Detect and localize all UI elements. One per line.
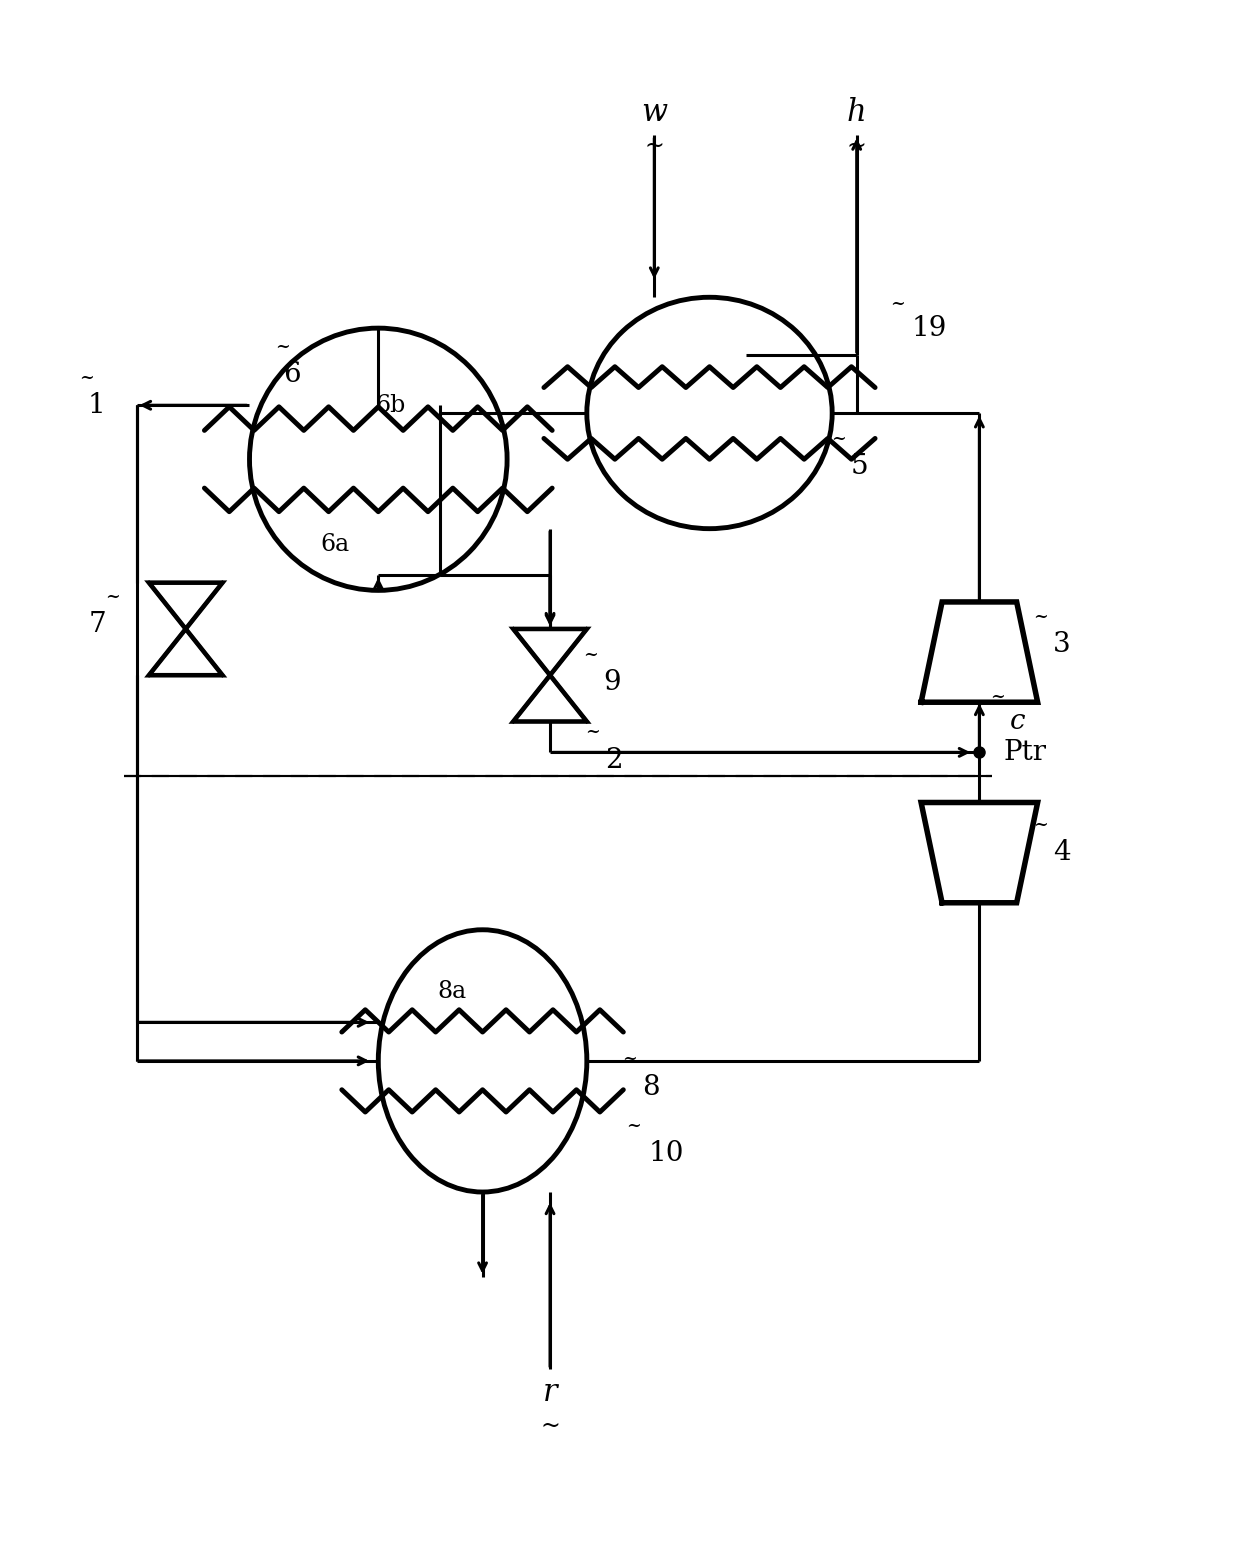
- Text: ~: ~: [1034, 816, 1049, 834]
- Text: 7: 7: [88, 611, 106, 637]
- Text: 3: 3: [1053, 631, 1071, 658]
- Text: ~: ~: [889, 295, 904, 312]
- Text: ~: ~: [540, 1415, 559, 1438]
- Text: ~: ~: [1034, 608, 1049, 625]
- Text: ~: ~: [645, 135, 664, 158]
- Text: c: c: [1010, 707, 1025, 735]
- Text: 9: 9: [603, 670, 620, 696]
- Text: ~: ~: [583, 647, 598, 664]
- Text: 5: 5: [851, 453, 868, 481]
- Text: 8: 8: [642, 1073, 659, 1101]
- Text: ~: ~: [585, 723, 600, 741]
- Text: 6a: 6a: [321, 532, 350, 555]
- Text: h: h: [847, 96, 867, 127]
- Text: ~: ~: [105, 588, 120, 605]
- Text: 19: 19: [911, 315, 947, 341]
- Text: Ptr: Ptr: [1004, 738, 1047, 766]
- Text: ~: ~: [275, 338, 290, 355]
- Text: 1: 1: [88, 392, 105, 419]
- Text: ~: ~: [622, 1050, 637, 1069]
- Text: 2: 2: [605, 746, 622, 774]
- Text: 8a: 8a: [437, 980, 467, 1003]
- Text: 4: 4: [1053, 839, 1071, 865]
- Text: ~: ~: [831, 430, 846, 448]
- Text: r: r: [542, 1377, 557, 1408]
- Text: ~: ~: [990, 687, 1005, 706]
- Text: 6: 6: [284, 361, 301, 388]
- Text: 10: 10: [648, 1140, 684, 1166]
- Text: ~: ~: [847, 135, 867, 158]
- Text: w: w: [641, 96, 667, 127]
- Text: ~: ~: [79, 369, 94, 386]
- Text: 6b: 6b: [375, 394, 405, 417]
- Text: ~: ~: [626, 1117, 641, 1135]
